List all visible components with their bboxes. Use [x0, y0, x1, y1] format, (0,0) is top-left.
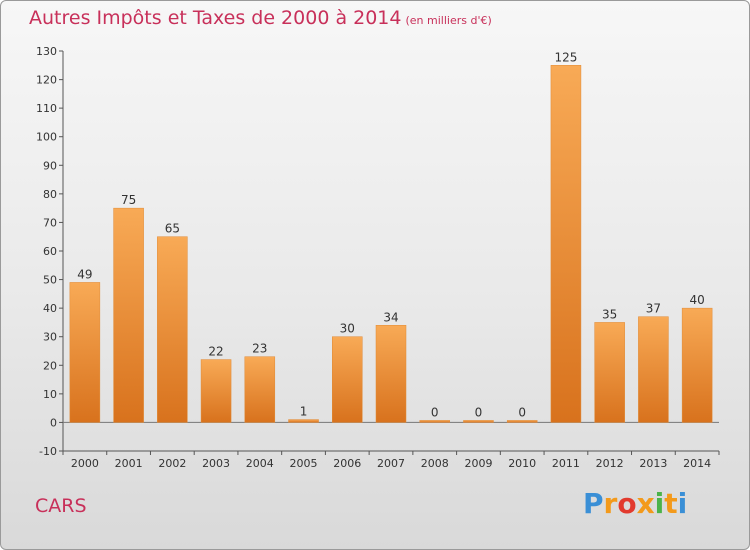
y-tick-label: 100 [36, 131, 57, 144]
data-label-2003: 22 [208, 345, 223, 359]
logo-letter: x [636, 487, 655, 520]
x-tick-label: 2006 [333, 457, 361, 470]
commune-name: CARS [35, 495, 87, 517]
x-tick-label: 2005 [290, 457, 318, 470]
bar-2009 [463, 420, 494, 423]
logo-letter: i [654, 487, 665, 520]
bar-2005 [288, 419, 319, 423]
y-tick-label: 120 [36, 74, 57, 87]
x-tick-label: 2001 [115, 457, 143, 470]
y-tick-label: 110 [36, 102, 57, 115]
chart-title: Autres Impôts et Taxes de 2000 à 2014 (en… [29, 7, 492, 29]
bar-2010 [506, 420, 538, 423]
x-tick-label: 2004 [246, 457, 274, 470]
x-tick-label: 2009 [464, 457, 492, 470]
logo-letter: i [677, 487, 688, 520]
proxiti-logo: Proxiti [583, 487, 687, 520]
data-label-2007: 34 [383, 310, 398, 324]
y-tick-label: 0 [50, 416, 57, 429]
x-tick-label: 2010 [508, 457, 536, 470]
bar-2008 [419, 420, 450, 423]
y-tick-label: 60 [43, 245, 57, 258]
data-label-2014: 40 [689, 293, 704, 307]
data-label-2011: 125 [554, 50, 577, 64]
data-label-2012: 35 [602, 307, 617, 321]
y-tick-label: 70 [43, 216, 57, 229]
bar-2003 [200, 359, 232, 423]
y-tick-label: 40 [43, 302, 57, 315]
y-tick-label: 50 [43, 274, 57, 287]
bar-2013 [638, 316, 669, 423]
bar-2007 [375, 325, 407, 423]
x-tick-label: 2000 [71, 457, 99, 470]
logo-letter: P [583, 487, 604, 520]
x-tick-label: 2014 [683, 457, 711, 470]
x-tick-label: 2008 [421, 457, 449, 470]
data-label-2001: 75 [121, 193, 136, 207]
data-label-2005: 1 [300, 405, 308, 419]
bar-2004 [244, 356, 276, 423]
y-tick-label: 130 [36, 45, 57, 58]
logo-letter: t [664, 487, 678, 520]
data-label-2010: 0 [518, 405, 526, 419]
data-label-2002: 65 [165, 222, 180, 236]
bar-2000 [69, 282, 101, 423]
x-tick-label: 2002 [158, 457, 186, 470]
title-unit: (en milliers d'€) [405, 14, 492, 27]
y-tick-label: 90 [43, 159, 57, 172]
data-label-2004: 23 [252, 342, 267, 356]
x-tick-label: 2013 [639, 457, 667, 470]
y-tick-label: 20 [43, 359, 57, 372]
x-tick-label: 2011 [552, 457, 580, 470]
bar-2001 [113, 207, 144, 423]
data-label-2008: 0 [431, 405, 439, 419]
x-tick-label: 2007 [377, 457, 405, 470]
title-text: Autres Impôts et Taxes de 2000 à 2014 [29, 7, 402, 29]
bar-2014 [681, 307, 713, 423]
bar-2011 [550, 65, 582, 423]
x-tick-label: 2003 [202, 457, 230, 470]
y-tick-label: 10 [43, 388, 57, 401]
logo-letter: r [603, 487, 618, 520]
bar-2012 [594, 322, 625, 423]
data-label-2009: 0 [475, 405, 483, 419]
y-tick-label: -10 [39, 445, 57, 458]
bar-2002 [157, 236, 188, 423]
data-label-2006: 30 [340, 322, 355, 336]
data-label-2013: 37 [646, 302, 661, 316]
x-tick-label: 2012 [596, 457, 624, 470]
logo-letter: o [617, 487, 637, 520]
y-tick-label: 80 [43, 188, 57, 201]
data-label-2000: 49 [77, 267, 92, 281]
y-tick-label: 30 [43, 331, 57, 344]
bar-2006 [332, 336, 363, 423]
